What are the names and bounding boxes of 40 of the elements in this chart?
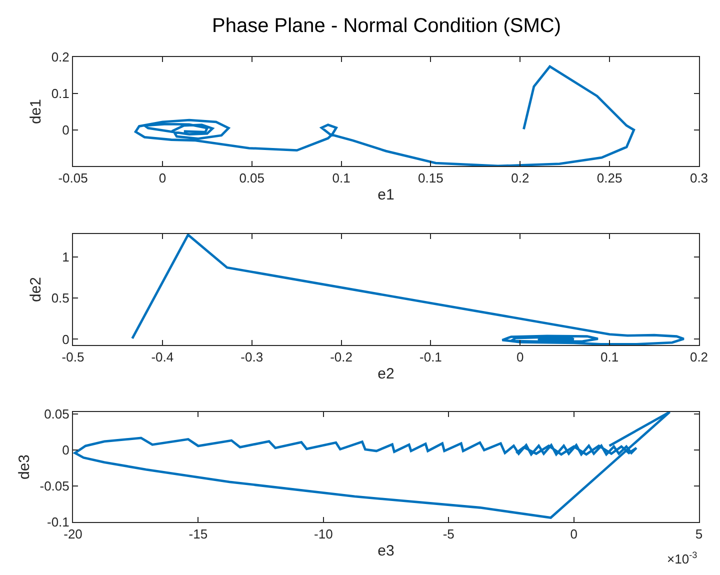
y-tick-label: 0.1 <box>51 86 70 101</box>
y-axis-title: de1 <box>28 98 45 124</box>
x-tick-label: 0.1 <box>600 350 619 365</box>
line-series <box>131 234 685 345</box>
x-tick-label: 0 <box>158 170 166 186</box>
x-tick-label: 0.2 <box>511 170 530 186</box>
x-tick-label: 0.15 <box>418 170 444 186</box>
x-tick-label: -0.5 <box>62 350 84 365</box>
x-tick-label: -10 <box>314 526 333 542</box>
y-tick-label: 0 <box>62 122 70 138</box>
x-tick-label: 5 <box>695 526 703 542</box>
x-axis-title: e1 <box>378 186 394 204</box>
x-tick-label: 0.1 <box>332 170 350 186</box>
line-series <box>74 412 671 519</box>
text: ×10$^{-3}$ <box>667 550 698 566</box>
y-tick-label: 0.05 <box>44 406 70 422</box>
line-series <box>134 65 636 166</box>
x-axis-title: e3 <box>378 542 394 560</box>
x-tick-label: 0.05 <box>239 170 265 186</box>
x-axis-title: e2 <box>378 366 394 383</box>
x-tick-label: -0.4 <box>151 350 174 365</box>
y-tick-label: 0.5 <box>51 290 70 306</box>
x-tick-label: -15 <box>188 526 208 542</box>
y-tick-label: 0.2 <box>51 50 70 65</box>
y-tick-label: -0.05 <box>40 478 70 494</box>
x-tick-label: 0 <box>516 350 524 365</box>
x-tick-label: -0.1 <box>420 350 442 365</box>
chart-title: Phase Plane - Normal Condition (SMC) <box>212 15 562 37</box>
y-tick-label: 0 <box>62 332 70 347</box>
x-tick-label: -0.2 <box>330 350 352 365</box>
x-tick-label: 0.3 <box>690 170 708 186</box>
y-tick-label: 1 <box>62 250 70 265</box>
x-tick-label: 0.2 <box>690 350 708 365</box>
x-tick-label: 0.25 <box>596 170 622 186</box>
y-tick-label: 0 <box>62 442 70 458</box>
y-axis-title: de3 <box>16 454 34 480</box>
x-tick-label: -5 <box>442 526 454 542</box>
x-tick-label: -0.3 <box>240 350 264 365</box>
x-tick-label: 0 <box>570 526 578 542</box>
y-axis-title: de2 <box>28 276 45 302</box>
